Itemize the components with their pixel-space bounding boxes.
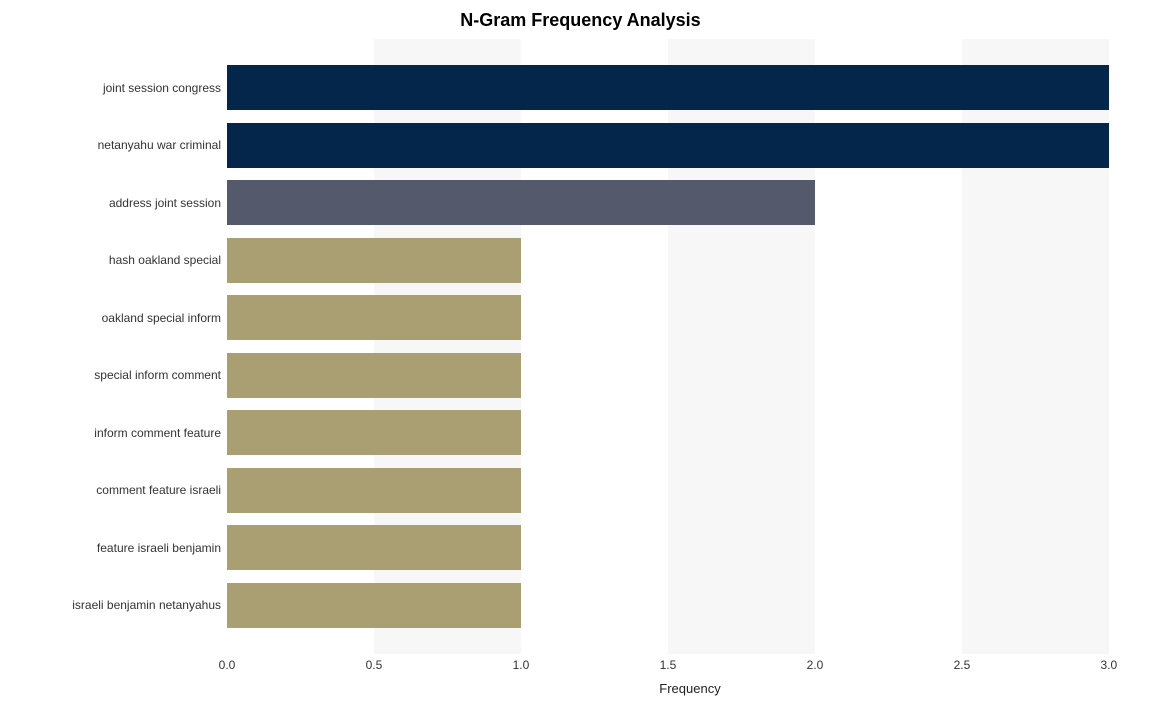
bar-row	[227, 289, 1153, 346]
y-axis-label: joint session congress	[8, 59, 227, 116]
x-axis-tick: 1.5	[660, 658, 677, 672]
bar-row	[227, 347, 1153, 404]
bar-row	[227, 174, 1153, 231]
bar	[227, 583, 521, 628]
y-axis-label: inform comment feature	[8, 404, 227, 461]
bar-row	[227, 404, 1153, 461]
x-axis-title: Frequency	[659, 681, 720, 696]
x-axis-tick: 0.5	[366, 658, 383, 672]
bar	[227, 525, 521, 570]
x-axis-tick: 0.0	[219, 658, 236, 672]
plot-wrap: joint session congressnetanyahu war crim…	[8, 39, 1153, 654]
bar-row	[227, 232, 1153, 289]
x-axis-tick: 3.0	[1101, 658, 1118, 672]
x-axis-ticks: Frequency 0.00.51.01.52.02.53.0	[227, 654, 1153, 694]
bar-row	[227, 59, 1153, 116]
bar-row	[227, 576, 1153, 633]
chart-title: N-Gram Frequency Analysis	[8, 8, 1153, 39]
bar	[227, 123, 1109, 168]
bars-layer	[227, 39, 1153, 654]
x-axis-area: Frequency 0.0 0.5 1.0 1.5 2.0 2.5 3.0	[8, 654, 1153, 694]
bar	[227, 353, 521, 398]
y-axis-label: address joint session	[8, 174, 227, 231]
x-axis-tick: 2.0	[807, 658, 824, 672]
y-axis-label: israeli benjamin netanyahus	[8, 576, 227, 633]
ngram-chart: N-Gram Frequency Analysis joint session …	[8, 8, 1153, 693]
bar	[227, 410, 521, 455]
bar	[227, 180, 815, 225]
bar-row	[227, 462, 1153, 519]
y-axis-label: special inform comment	[8, 347, 227, 404]
bar-row	[227, 519, 1153, 576]
y-axis-label: hash oakland special	[8, 232, 227, 289]
x-axis-tick: 2.5	[954, 658, 971, 672]
bar-row	[227, 117, 1153, 174]
y-axis-label: feature israeli benjamin	[8, 519, 227, 576]
y-axis-label: comment feature israeli	[8, 462, 227, 519]
bar	[227, 65, 1109, 110]
plot-area	[227, 39, 1153, 654]
bar	[227, 238, 521, 283]
bar	[227, 295, 521, 340]
y-axis-labels: joint session congressnetanyahu war crim…	[8, 39, 227, 654]
bar	[227, 468, 521, 513]
x-axis-tick: 1.0	[513, 658, 530, 672]
y-axis-label: netanyahu war criminal	[8, 117, 227, 174]
x-gutter	[8, 654, 227, 694]
y-axis-label: oakland special inform	[8, 289, 227, 346]
